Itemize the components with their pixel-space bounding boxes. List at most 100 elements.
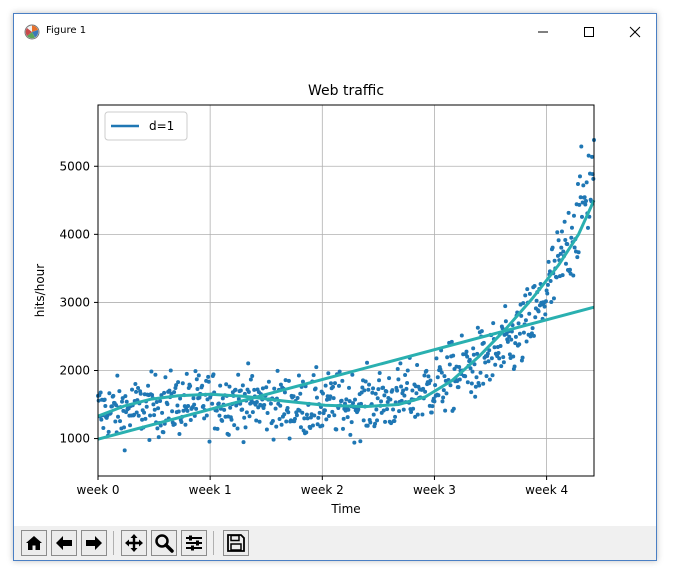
scatter-point	[443, 408, 448, 413]
scatter-point	[229, 417, 234, 422]
scatter-point	[527, 291, 532, 296]
scatter-point	[184, 371, 189, 376]
scatter-point	[382, 393, 387, 398]
scatter-point	[308, 425, 313, 430]
scatter-point	[366, 387, 371, 392]
scatter-point	[493, 362, 498, 367]
scatter-point	[349, 420, 354, 425]
scatter-point	[396, 377, 401, 382]
scatter-point	[332, 381, 337, 386]
save-button[interactable]	[223, 530, 249, 556]
zoom-button[interactable]	[151, 530, 177, 556]
scatter-point	[163, 375, 168, 380]
scatter-point	[577, 202, 582, 207]
scatter-point	[207, 439, 212, 444]
minimize-button[interactable]	[520, 14, 566, 50]
scatter-point	[346, 407, 351, 412]
scatter-point	[149, 369, 154, 374]
scatter-point	[296, 373, 301, 378]
y-axis-label: hits/hour	[33, 264, 47, 317]
scatter-point	[243, 425, 248, 430]
scatter-point	[328, 394, 333, 399]
scatter-point	[304, 412, 309, 417]
scatter-point	[542, 304, 547, 309]
pan-button[interactable]	[121, 530, 147, 556]
toolbar-separator	[213, 531, 214, 555]
scatter-point	[377, 378, 382, 383]
scatter-point	[279, 422, 284, 427]
scatter-point	[294, 413, 299, 418]
fit-line-poly	[97, 199, 596, 418]
scatter-point	[300, 379, 305, 384]
scatter-point	[361, 418, 366, 423]
scatter-point	[469, 381, 474, 386]
scatter-point	[270, 418, 275, 423]
scatter-point	[370, 390, 375, 395]
scatter-point	[473, 384, 478, 389]
figure-canvas[interactable]: week 0 week 1 week 2 week 3 week 4 1000 2000 30…	[14, 50, 656, 526]
scatter-point	[130, 387, 135, 392]
scatter-point	[559, 245, 564, 250]
scatter-point	[317, 410, 322, 415]
scatter-point	[371, 412, 376, 417]
scatter-point	[114, 403, 119, 408]
scatter-point	[196, 373, 201, 378]
scatter-point	[311, 373, 316, 378]
title-bar[interactable]: Figure 1	[14, 14, 656, 50]
scatter-point	[358, 439, 363, 444]
scatter-point	[543, 299, 548, 304]
scatter-point	[264, 385, 269, 390]
scatter-point	[507, 352, 512, 357]
y-tick-label: 1000	[59, 432, 90, 446]
scatter-point	[170, 409, 175, 414]
scatter-point	[402, 393, 407, 398]
scatter-point	[471, 352, 476, 357]
x-tick-label: week 2	[301, 483, 344, 497]
scatter-point	[116, 414, 121, 419]
scatter-point	[492, 345, 497, 350]
scatter-point	[555, 230, 560, 235]
scatter-point	[155, 426, 160, 431]
scatter-point	[351, 401, 356, 406]
home-button[interactable]	[21, 530, 47, 556]
scatter-point	[403, 373, 408, 378]
scatter-point	[527, 311, 532, 316]
scatter-point	[201, 403, 206, 408]
scatter-point	[579, 214, 584, 219]
fit-line-d1	[97, 305, 595, 441]
scatter-point	[410, 388, 415, 393]
scatter-point	[481, 381, 486, 386]
scatter-point	[350, 372, 355, 377]
scatter-point	[447, 362, 452, 367]
toolbar-separator	[113, 531, 114, 555]
forward-button[interactable]	[81, 530, 107, 556]
back-button[interactable]	[51, 530, 77, 556]
web-traffic-chart[interactable]: week 0 week 1 week 2 week 3 week 4 1000 2000 30…	[14, 50, 656, 526]
scatter-point	[512, 364, 517, 369]
close-button[interactable]	[612, 14, 658, 50]
scatter-point	[204, 413, 209, 418]
scatter-point	[377, 371, 382, 376]
scatter-point	[220, 418, 225, 423]
scatter-point	[278, 403, 283, 408]
subplots-button[interactable]	[181, 530, 207, 556]
legend: d=1	[104, 111, 188, 141]
scatter-point	[441, 395, 446, 400]
scatter-point	[236, 372, 241, 377]
scatter-point	[393, 414, 398, 419]
scatter-point	[297, 408, 302, 413]
scatter-point	[503, 304, 508, 309]
scatter-point	[463, 374, 468, 379]
scatter-point	[188, 384, 193, 389]
maximize-button[interactable]	[566, 14, 612, 50]
scatter-point	[161, 430, 166, 435]
scatter-point	[503, 319, 508, 324]
scatter-point	[167, 388, 172, 393]
scatter-point	[298, 391, 303, 396]
scatter-point	[569, 225, 574, 230]
scatter-point	[286, 410, 291, 415]
scatter-point	[464, 349, 469, 354]
scatter-point	[202, 416, 207, 421]
scatter-point	[138, 391, 143, 396]
scatter-point	[449, 339, 454, 344]
